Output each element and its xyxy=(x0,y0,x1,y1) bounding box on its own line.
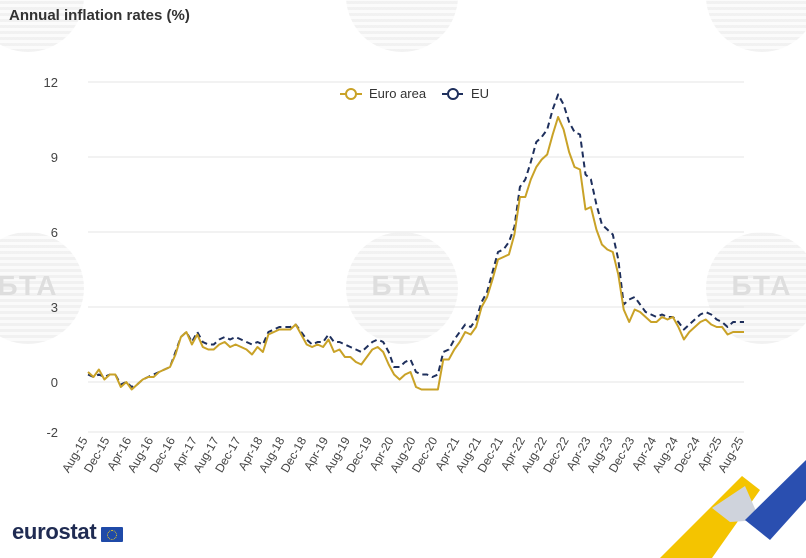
watermark-circle: БТА xyxy=(346,232,458,344)
y-tick-label: 0 xyxy=(51,375,58,390)
watermark-circle: БТА xyxy=(706,232,806,344)
y-tick-label: -2 xyxy=(46,425,58,440)
eu-flag-icon xyxy=(101,526,124,542)
y-tick-label: 3 xyxy=(51,300,58,315)
legend-label: EU xyxy=(471,86,489,101)
watermark-text: БТА xyxy=(371,270,433,301)
eu-series-line xyxy=(87,93,744,388)
y-tick-label: 9 xyxy=(51,150,58,165)
watermark-text: БТА xyxy=(0,270,59,301)
eurostat-logo: eurostat xyxy=(12,519,124,545)
legend-marker-icon xyxy=(345,88,357,100)
eurostat-stripe-decoration xyxy=(660,460,806,558)
legend-marker-icon xyxy=(447,88,459,100)
watermark-text: БТА xyxy=(731,270,793,301)
legend-euro-area[interactable]: Euro area xyxy=(340,86,427,101)
watermark-circle: БТА xyxy=(0,232,84,344)
y-tick-label: 6 xyxy=(51,225,58,240)
chart-title: Annual inflation rates (%) xyxy=(9,7,190,24)
y-tick-label: 12 xyxy=(44,75,58,90)
euro-area-series-line xyxy=(87,116,744,391)
legend-label: Euro area xyxy=(369,86,427,101)
legend-eu[interactable]: EU xyxy=(442,86,489,101)
eurostat-logo-text: eurostat xyxy=(12,519,97,544)
